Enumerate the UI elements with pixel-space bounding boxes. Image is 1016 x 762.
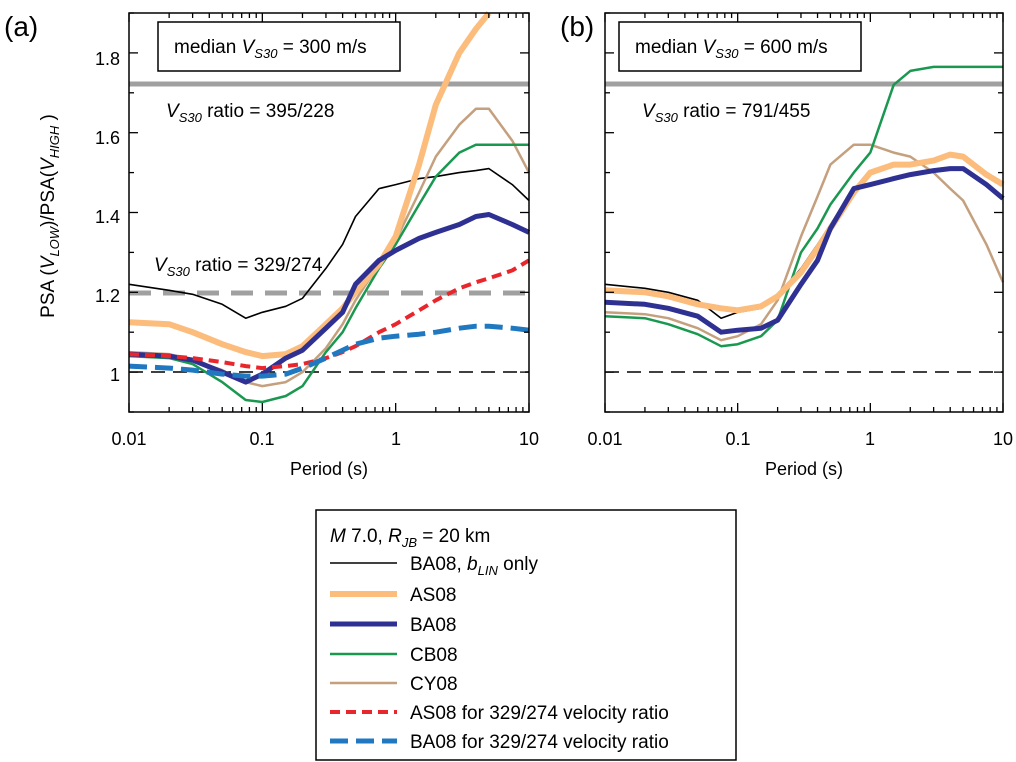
x-tick-label: 0.01 xyxy=(587,429,622,449)
panel-a-median-box xyxy=(157,21,401,72)
panel-a-series-as08 xyxy=(128,11,492,360)
legend-label-cy08: CY08 xyxy=(410,674,458,695)
panel-b-ratio-top: VS30 ratio = 791/455 xyxy=(642,101,810,125)
panel-b-hlines xyxy=(605,81,1003,373)
y-tick-label: 1.2 xyxy=(95,286,120,306)
legend-label-as08-ratio: AS08 for 329/274 velocity ratio xyxy=(410,703,669,724)
legend-label-as08: AS08 xyxy=(410,585,456,606)
panel-a: 1.8 1.6 1.4 1.2 1 0.01 0.1 1 10 Period (… xyxy=(95,11,539,479)
panel-a-ratio-top: VS30 ratio = 395/228 xyxy=(166,101,334,125)
y-tick-label: 1.6 xyxy=(95,128,120,148)
y-tick-label: 1.4 xyxy=(95,207,120,227)
panel-a-series-cb08 xyxy=(128,143,529,404)
panel-a-series-ba08 xyxy=(128,212,531,385)
panel-a-series-cy08 xyxy=(128,107,531,388)
panel-a-series-as08-ratio xyxy=(128,258,531,371)
legend-title: M 7.0, RJB = 20 km xyxy=(330,526,490,550)
legend-label-ba08: BA08 xyxy=(410,615,456,636)
panel-b-series-cb08 xyxy=(604,65,1003,348)
panel-b-ticks xyxy=(604,12,1004,413)
x-tick-label: 0.1 xyxy=(725,429,750,449)
legend-label-cb08: CB08 xyxy=(410,645,458,666)
panel-a-series-ba08-blin xyxy=(128,167,530,320)
panel-a-ratio-mid: VS30 ratio = 329/274 xyxy=(154,255,323,279)
y-tick-label: 1.8 xyxy=(95,49,120,69)
panel-a-label: (a) xyxy=(4,11,38,42)
panel-b-frame xyxy=(604,12,1004,413)
panel-a-ticks xyxy=(128,12,530,413)
legend-label-ba08-blin: BA08, bLIN only xyxy=(410,554,538,578)
x-tick-label: 1 xyxy=(865,429,875,449)
legend-box xyxy=(315,509,737,761)
panel-a-series xyxy=(128,11,531,404)
panel-b-median-text: median VS30 = 600 m/s xyxy=(635,37,828,61)
panel-b-series-cy08 xyxy=(604,143,1005,342)
panel-a-series-ba08-ratio xyxy=(128,323,530,379)
x-axis-label: Period (s) xyxy=(290,459,368,479)
panel-b-series-ba08 xyxy=(604,166,1005,335)
x-tick-label: 10 xyxy=(993,429,1013,449)
legend-label-ba08-ratio: BA08 for 329/274 velocity ratio xyxy=(410,732,669,753)
legend: M 7.0, RJB = 20 km BA08, bLIN only AS08 … xyxy=(315,509,737,761)
panel-b-median-box xyxy=(618,21,862,72)
panel-b-label: (b) xyxy=(560,11,594,42)
y-tick-label: 1 xyxy=(110,365,120,385)
panel-b-series xyxy=(604,65,1005,348)
panel-b: 0.01 0.1 1 10 Period (s) median VS30 = 6… xyxy=(587,12,1013,479)
x-tick-label: 10 xyxy=(519,429,539,449)
panel-a-frame xyxy=(128,12,530,413)
y-axis-label: PSA (VLOW)/PSA(VHIGH ) xyxy=(38,114,62,318)
panel-a-median-text: median VS30 = 300 m/s xyxy=(174,37,367,61)
panel-b-series-as08 xyxy=(604,151,1005,314)
x-tick-label: 0.1 xyxy=(249,429,274,449)
x-axis-label: Period (s) xyxy=(765,459,843,479)
x-tick-label: 1 xyxy=(391,429,401,449)
x-tick-label: 0.01 xyxy=(111,429,146,449)
